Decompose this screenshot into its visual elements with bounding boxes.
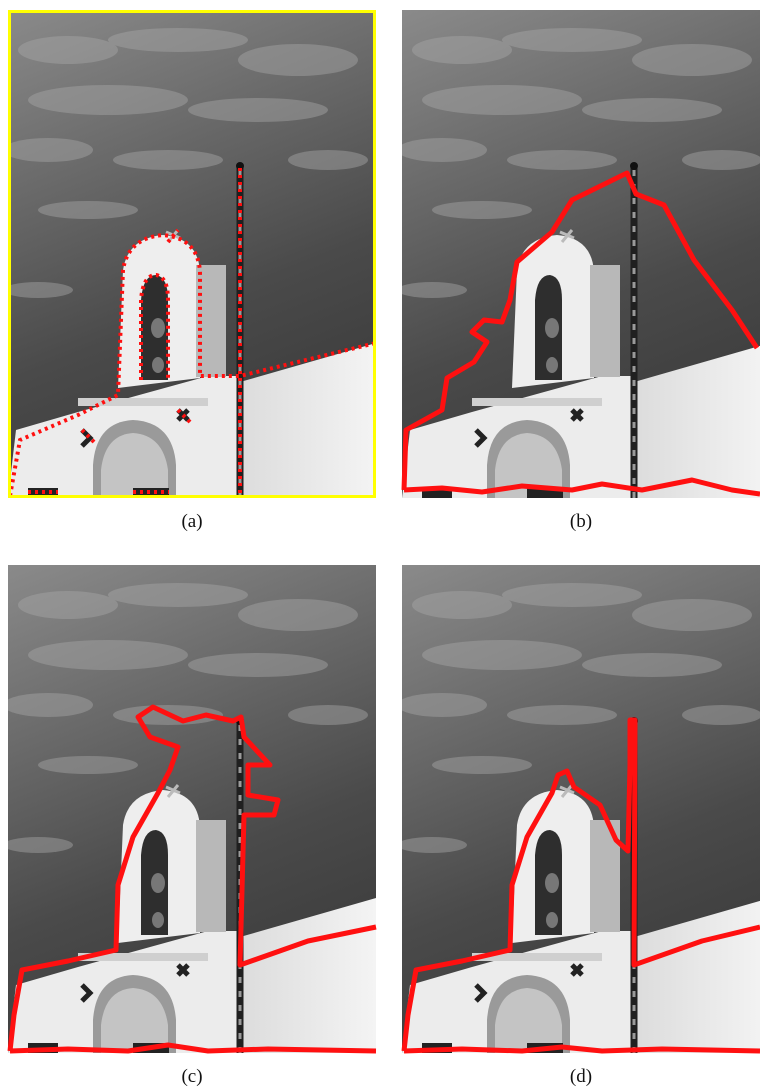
- panel-d: [397, 565, 760, 1053]
- caption: (b): [570, 511, 592, 532]
- photo: [397, 10, 760, 498]
- caption: (d): [570, 1066, 592, 1087]
- caption: (c): [181, 1066, 202, 1087]
- photo: [397, 565, 760, 1053]
- panel-b: [397, 10, 760, 498]
- photo: [3, 565, 376, 1053]
- caption: (a): [181, 511, 202, 532]
- page: (a) (b) (c) (d) (() => { const data = JS…: [0, 0, 760, 1090]
- panel-a: [3, 10, 376, 498]
- panel-c: [3, 565, 376, 1053]
- figure: (a) (b) (c) (d): [0, 0, 760, 1090]
